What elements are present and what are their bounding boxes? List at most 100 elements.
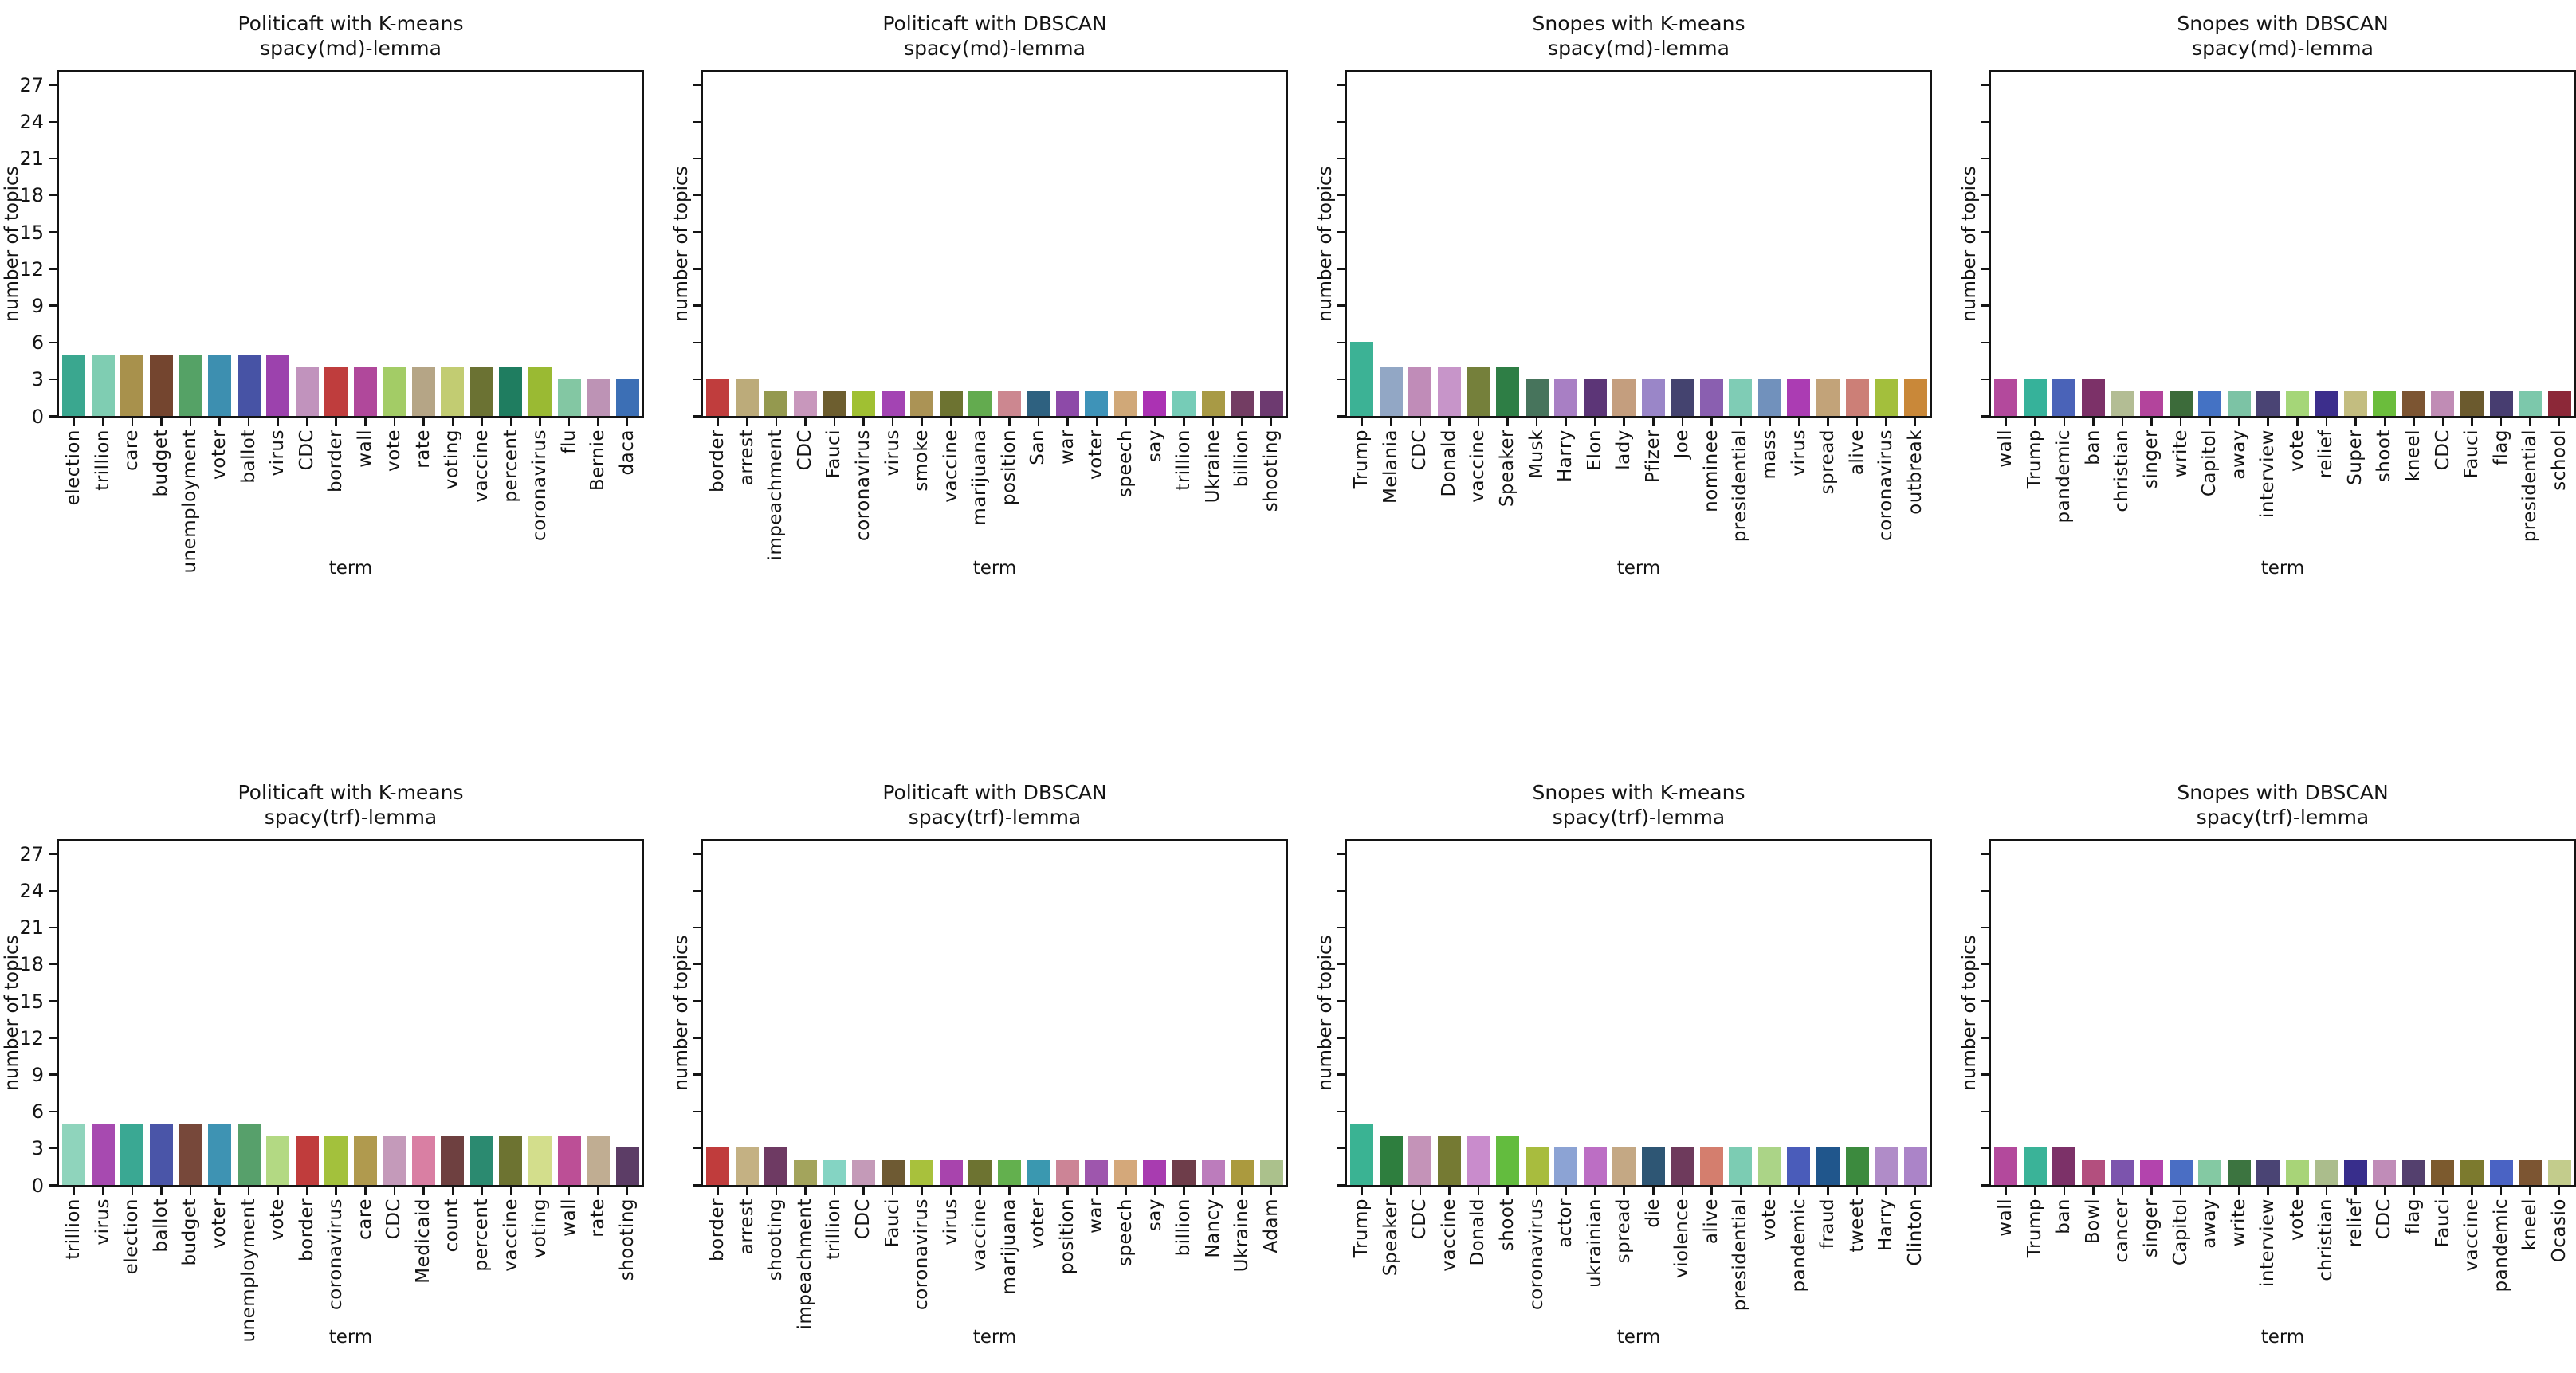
x-tick-label: CDC [296, 430, 317, 471]
x-tick-label: Adam [1260, 1198, 1282, 1253]
x-tick-mark [393, 1187, 396, 1195]
bar-San [1027, 390, 1050, 416]
x-tick-mark [1710, 418, 1713, 426]
x-tick-mark [509, 418, 512, 426]
x-tick-label: flu [558, 430, 579, 454]
y-tick-mark [1981, 120, 1989, 124]
x-tick-mark [2121, 418, 2124, 426]
x-tick-label: voter [209, 1198, 230, 1249]
x-tick-label: billion [1173, 1198, 1195, 1257]
y-tick-label: 0 [31, 1174, 44, 1197]
x-tick-label: vote [267, 1198, 289, 1241]
bar-Speaker [1379, 1135, 1403, 1185]
x-tick-mark [1211, 1187, 1215, 1195]
x-tick-label: voting [529, 1198, 551, 1259]
chart-6: Snopes with K-means spacy(trf)-lemma numb… [1288, 769, 1932, 1373]
x-tick-mark [1153, 418, 1156, 426]
x-tick-mark [539, 418, 541, 426]
x-tick-label: CDC [2374, 1198, 2395, 1240]
y-tick-mark [693, 1147, 701, 1150]
x-axis-label: term [1616, 558, 1661, 579]
plot-area [1989, 70, 2576, 418]
x-tick-label: coronavirus [1875, 430, 1897, 541]
x-tick-label: lady [1613, 430, 1635, 470]
x-tick-mark [189, 1187, 192, 1195]
bar-vaccine [1467, 366, 1490, 416]
x-tick-label: Trump [1351, 1198, 1372, 1258]
bar-tweet [1845, 1147, 1869, 1185]
y-tick-mark [1981, 963, 1989, 966]
chart-title: Politicaft with K-means spacy(trf)-lemma [238, 781, 464, 829]
x-tick-label: Donald [1438, 430, 1459, 497]
y-tick-mark [1981, 157, 1989, 160]
x-tick-mark [1710, 1187, 1713, 1195]
bar-away [2198, 1159, 2222, 1185]
x-tick-label: Joe [1671, 430, 1693, 459]
x-tick-label: Bernie [587, 430, 609, 492]
x-tick-label: flag [2402, 1198, 2424, 1235]
x-tick-label: tweet [1846, 1198, 1867, 1253]
y-axis-label: number of topics [2, 935, 22, 1091]
y-tick-mark [49, 889, 57, 892]
x-tick-mark [1448, 1187, 1451, 1195]
x-tick-mark [451, 418, 454, 426]
y-tick-mark [693, 268, 701, 270]
bar-ban [2081, 379, 2105, 416]
x-tick-label: mass [1758, 430, 1780, 480]
x-tick-label: shooting [765, 1198, 787, 1281]
bar-arrest [735, 1147, 759, 1185]
x-tick-mark [2005, 418, 2008, 426]
x-tick-label: Capitol [2199, 430, 2221, 497]
bar-vaccine [939, 390, 963, 416]
x-tick-mark [2529, 1187, 2531, 1195]
x-tick-label: shooting [616, 1198, 638, 1281]
bar-coronavirus [1525, 1147, 1549, 1185]
bar-vaccine [968, 1159, 992, 1185]
x-tick-label: CDC [1409, 1198, 1431, 1240]
bar-percent [469, 1135, 493, 1185]
y-tick-mark [693, 1000, 701, 1002]
x-tick-mark [305, 1187, 308, 1195]
bar-voting [441, 366, 465, 416]
x-tick-mark [626, 418, 629, 426]
x-tick-mark [833, 1187, 836, 1195]
bar-vote [1757, 1147, 1781, 1185]
x-tick-mark [73, 1187, 76, 1195]
x-tick-mark [1535, 1187, 1538, 1195]
x-tick-mark [2558, 418, 2561, 426]
x-tick-mark [2150, 418, 2153, 426]
x-tick-mark [2325, 418, 2328, 426]
bar-rate [587, 1135, 611, 1185]
x-tick-label: cancer [2111, 1198, 2133, 1263]
bar-Adam [1259, 1159, 1283, 1185]
x-tick-label: vaccine [470, 430, 492, 503]
bar-Elon [1583, 379, 1607, 416]
x-tick-label: virus [92, 1198, 113, 1246]
y-axis-label: number of topics [1315, 166, 1336, 322]
y-tick-mark [1337, 378, 1345, 381]
y-tick-mark [1981, 84, 1989, 86]
x-tick-label: Bowl [2082, 1198, 2103, 1245]
x-tick-mark [597, 1187, 599, 1195]
bar-presidential [1729, 379, 1753, 416]
bar-Fauci [823, 390, 846, 416]
y-tick-label: 27 [19, 73, 44, 96]
bar-rate [411, 366, 435, 416]
chart-4: Politicaft with K-means spacy(trf)-lemma… [0, 769, 644, 1373]
y-tick-label: 12 [19, 257, 44, 280]
y-tick-mark [693, 157, 701, 160]
x-tick-label: vaccine [1438, 1198, 1459, 1272]
bar-relief [2343, 1159, 2367, 1185]
bar-flag [2401, 1159, 2425, 1185]
x-tick-label: relief [2315, 430, 2337, 479]
y-tick-mark [49, 1037, 57, 1039]
x-tick-label: arrest [736, 1198, 757, 1255]
y-tick-mark [1981, 889, 1989, 892]
x-tick-mark [626, 1187, 629, 1195]
bar-Fauci [2431, 1159, 2455, 1185]
bar-christian [2111, 390, 2134, 416]
y-axis-label: number of topics [1959, 935, 1980, 1091]
x-tick-mark [2121, 1187, 2124, 1195]
x-tick-label: virus [940, 1198, 961, 1246]
y-tick-label: 6 [31, 1100, 44, 1124]
